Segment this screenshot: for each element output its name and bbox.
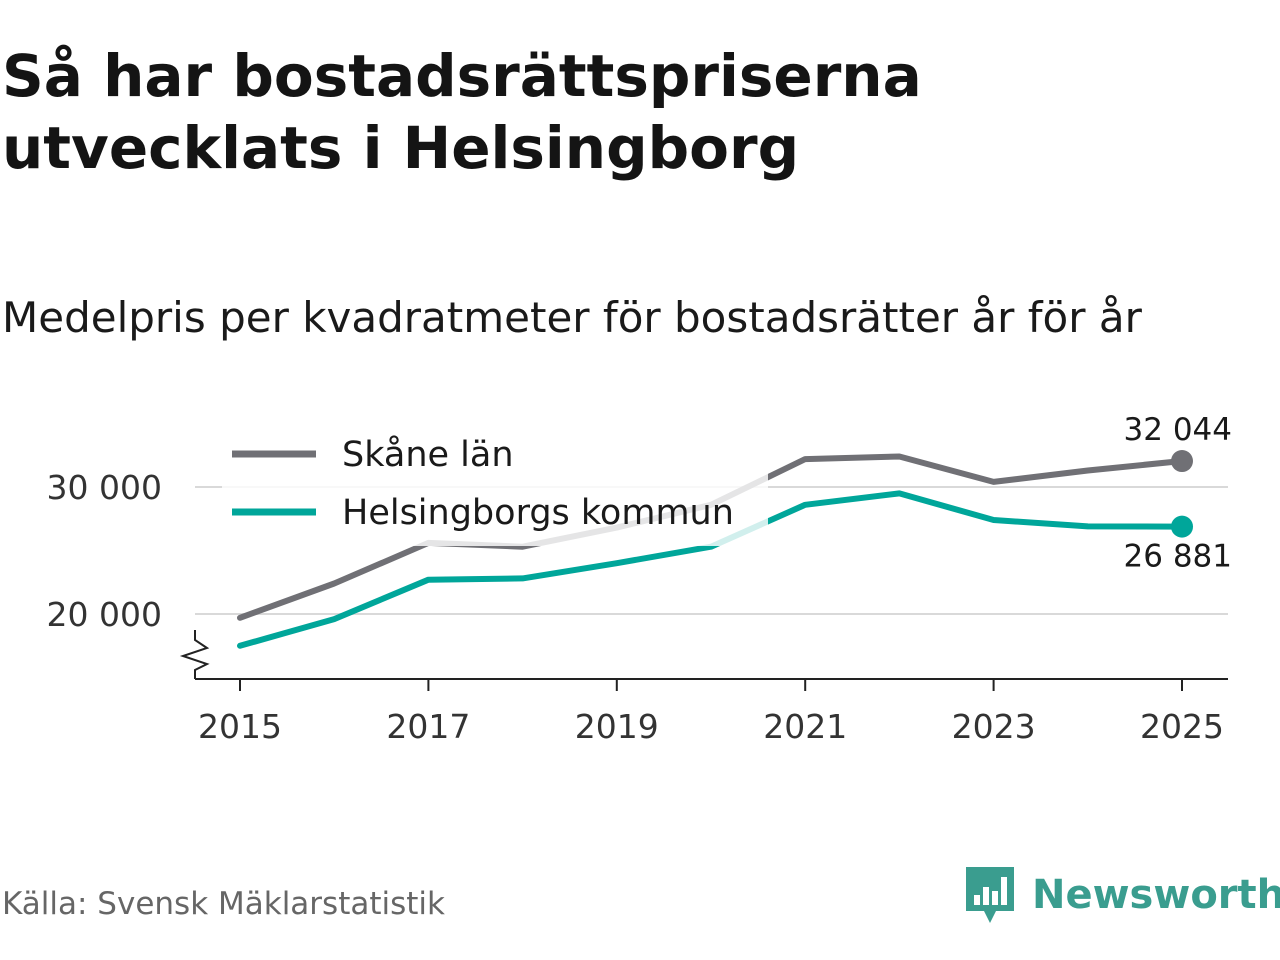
series-line-1 [237, 490, 1185, 649]
y-tick-label-20000: 20 000 [47, 595, 162, 634]
brand-logo: Newsworthy [964, 864, 1280, 926]
x-tick-label-2015: 2015 [198, 707, 282, 746]
x-tick-label-2019: 2019 [575, 707, 659, 746]
x-tick-label-2017: 2017 [386, 707, 470, 746]
end-value-label-0: 32 044 [1124, 412, 1232, 448]
chart-subtitle: Medelpris per kvadratmeter för bostadsrä… [2, 293, 1142, 342]
source-note: Källa: Svensk Mäklarstatistik [2, 886, 445, 922]
legend-background [222, 428, 768, 546]
x-tick-label-2021: 2021 [763, 707, 847, 746]
axes: 2015 2017 2019 2021 2023 2025 [179, 630, 1228, 746]
end-point-0 [1171, 450, 1193, 473]
line-chart: 20 000 30 000 2015 2017 2019 2021 2023 2025 Sk… [47, 412, 1232, 746]
x-tick-label-2025: 2025 [1140, 707, 1224, 746]
legend-label-0: Skåne län [342, 434, 514, 475]
axis-break-marker [179, 630, 210, 679]
data-labels: 32 044 26 881 [1124, 412, 1232, 575]
y-tick-label-30000: 30 000 [47, 468, 162, 507]
legend: Skåne län Helsingborgs kommun [222, 428, 768, 546]
end-value-label-1: 26 881 [1124, 539, 1232, 575]
brand-name: Newsworthy [1032, 872, 1280, 918]
newsworthy-bar-chart-icon [966, 867, 1014, 923]
legend-label-1: Helsingborgs kommun [342, 493, 734, 533]
end-point-1 [1171, 515, 1193, 538]
chart-title: Så har bostadsrättspriserna utvecklats i… [2, 42, 922, 182]
x-tick-label-2023: 2023 [952, 707, 1036, 746]
